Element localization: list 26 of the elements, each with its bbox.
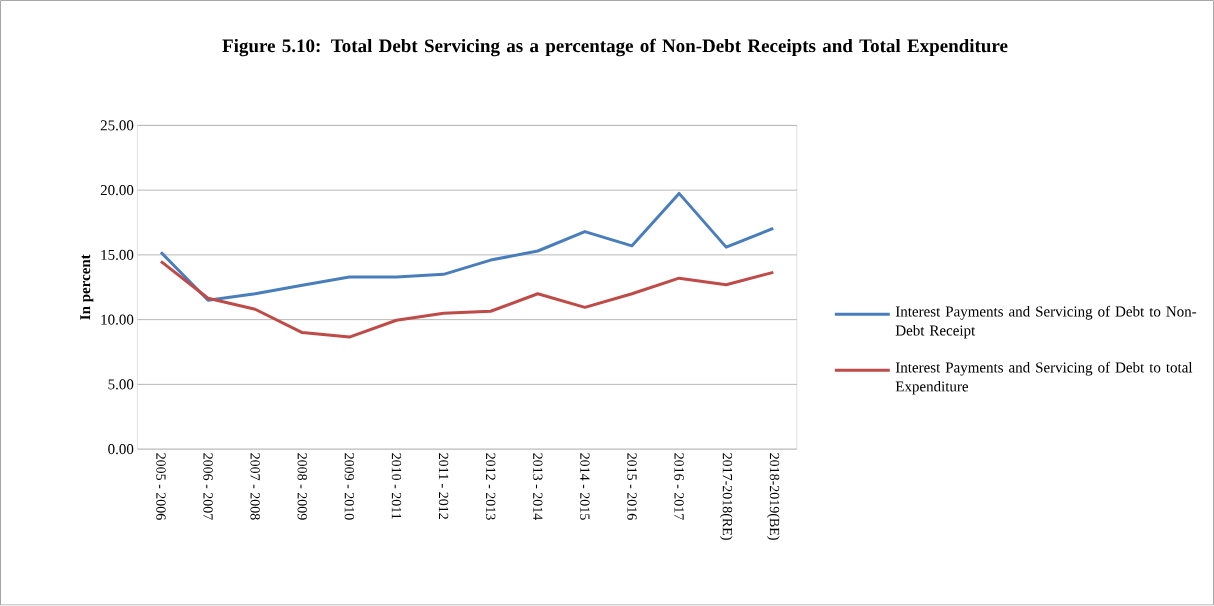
y-tick-label: 10.00	[101, 314, 134, 325]
y-tick-label: 15.00	[101, 250, 134, 261]
x-tick-label: 2005 - 2006	[156, 453, 166, 521]
x-tick-label: 2006 - 2007	[203, 453, 213, 521]
y-tick-label: 25.00	[100, 120, 134, 131]
y-axis-title: In percent	[80, 254, 94, 320]
x-tick-label: 2016 - 2017	[674, 453, 684, 521]
y-tick-label: 5.00	[108, 379, 134, 390]
chart-title: Figure 5.10: Total Debt Servicing as a percentage of Non-Debt Receipts and Total Expenditure	[222, 38, 1008, 57]
line-series	[159, 192, 775, 302]
x-tick-label: 2017-2018(RE)	[719, 453, 733, 541]
legend-label: Interest Payments and Servicing of Debt to total Expenditure	[895, 362, 1193, 395]
legend-label: Interest Payments and Servicing of Debt to Non-Debt Receipt	[895, 306, 1197, 339]
y-tick-label: 0.00	[108, 444, 134, 455]
x-tick-label: 2013 - 2014	[533, 453, 543, 521]
x-tick-label: 2014 - 2015	[580, 453, 590, 520]
x-tick-label: 2015 - 2016	[627, 453, 637, 521]
x-tick-label: 2008 - 2009	[297, 453, 307, 520]
x-tick-label: 2018-2019(BE)	[766, 453, 780, 541]
x-tick-label: 2009 - 2010	[344, 453, 355, 520]
x-tick-label: 2007 - 2008	[250, 453, 260, 520]
x-tick-label: 2011 - 2012	[438, 453, 449, 520]
y-tick-label: 20.00	[100, 185, 134, 196]
x-tick-label: 2012 - 2013	[485, 453, 496, 520]
line-series	[159, 260, 775, 339]
x-tick-label: 2010 - 2011	[391, 453, 402, 520]
